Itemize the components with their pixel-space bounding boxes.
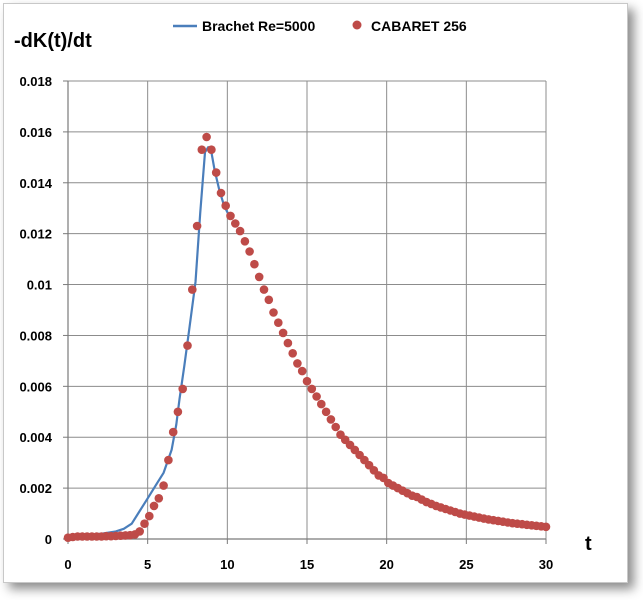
series-point-cabaret xyxy=(145,511,154,521)
series-marker-group xyxy=(63,132,551,542)
series-point-cabaret xyxy=(541,522,551,532)
x-tick-label: 5 xyxy=(144,557,151,572)
series-point-cabaret xyxy=(140,519,149,528)
y-tick-label: 0.012 xyxy=(19,227,52,242)
series-point-cabaret xyxy=(149,501,159,511)
series-point-cabaret xyxy=(331,422,341,432)
axes xyxy=(63,80,547,544)
legend-marker-swatch xyxy=(352,20,362,30)
series-point-cabaret xyxy=(183,341,192,350)
series-point-cabaret xyxy=(297,366,307,376)
x-tick-label: 0 xyxy=(64,557,71,572)
series-point-cabaret xyxy=(240,237,250,246)
chart-frame xyxy=(3,3,628,583)
y-tick-label: 0.018 xyxy=(19,74,52,89)
x-tick-label: 25 xyxy=(459,557,473,572)
series-point-cabaret xyxy=(164,455,173,465)
series-point-cabaret xyxy=(192,221,202,231)
x-axis-title: t xyxy=(585,533,592,555)
legend-label-series-2: CABARET 256 xyxy=(371,18,467,34)
series-point-cabaret xyxy=(221,201,230,210)
x-tick-label: 30 xyxy=(539,557,553,572)
series-point-cabaret xyxy=(312,392,321,401)
x-tick-label: 15 xyxy=(300,557,314,572)
y-axis-title: -dK(t)/dt xyxy=(14,30,92,52)
series-point-cabaret xyxy=(235,226,245,236)
series-point-cabaret xyxy=(274,318,283,328)
series-point-cabaret xyxy=(307,384,317,394)
series-point-cabaret xyxy=(135,527,144,536)
series-point-cabaret xyxy=(317,399,326,409)
series-point-cabaret xyxy=(173,407,183,417)
series-point-cabaret xyxy=(154,494,164,503)
series-point-cabaret xyxy=(159,481,168,490)
series-point-cabaret xyxy=(326,415,336,424)
series-point-cabaret xyxy=(321,407,331,417)
y-tick-label: 0 xyxy=(45,532,52,547)
series-point-cabaret xyxy=(168,427,178,437)
y-tick-label: 0.004 xyxy=(19,430,52,445)
y-tick-label: 0.016 xyxy=(19,125,52,140)
series-point-cabaret xyxy=(250,259,259,269)
series-point-cabaret xyxy=(231,219,240,228)
series-point-cabaret xyxy=(283,338,293,348)
x-tick-labels: 0 5 10 15 20 25 30 xyxy=(64,557,553,572)
series-point-cabaret xyxy=(226,211,235,221)
series-point-cabaret xyxy=(216,188,226,198)
x-tick-label: 20 xyxy=(379,557,393,572)
series-point-cabaret xyxy=(254,272,264,282)
series-point-cabaret xyxy=(178,384,187,394)
series-point-cabaret xyxy=(278,328,288,338)
y-tick-label: 0.002 xyxy=(19,481,52,496)
legend-label-series-1: Brachet Re=5000 xyxy=(202,18,315,34)
series-point-cabaret xyxy=(302,376,312,386)
series-point-cabaret xyxy=(259,285,269,294)
y-tick-label: 0.014 xyxy=(19,176,52,191)
y-tick-label: 0.008 xyxy=(19,328,52,343)
series-point-cabaret xyxy=(211,168,221,177)
y-tick-label: 0.006 xyxy=(19,379,52,394)
series-point-cabaret xyxy=(202,132,211,142)
series-point-cabaret xyxy=(207,145,216,154)
y-tick-labels: 0 0.002 0.004 0.006 0.008 0.01 0.012 0.014 0.016… xyxy=(19,74,52,547)
grid-lines xyxy=(67,80,547,540)
legend: Brachet Re=5000 CABARET 256 xyxy=(173,18,467,34)
y-tick-label: 0.01 xyxy=(27,278,52,293)
series-point-cabaret xyxy=(197,145,207,154)
series-line-brachet xyxy=(67,146,232,538)
series-point-cabaret xyxy=(288,349,298,358)
series-point-cabaret xyxy=(269,308,278,317)
series-point-cabaret xyxy=(188,285,197,294)
series-line-group xyxy=(67,146,232,538)
x-tick-label: 10 xyxy=(220,557,234,572)
series-point-cabaret xyxy=(245,247,254,256)
series-point-cabaret xyxy=(264,295,274,305)
series-point-cabaret xyxy=(293,359,302,368)
